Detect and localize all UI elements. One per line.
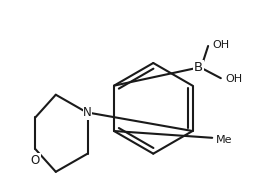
Text: OH: OH [212, 40, 229, 50]
Text: O: O [31, 154, 40, 167]
Text: N: N [83, 106, 92, 119]
Text: B: B [194, 61, 203, 74]
Text: Me: Me [216, 135, 232, 145]
Text: OH: OH [226, 74, 243, 84]
